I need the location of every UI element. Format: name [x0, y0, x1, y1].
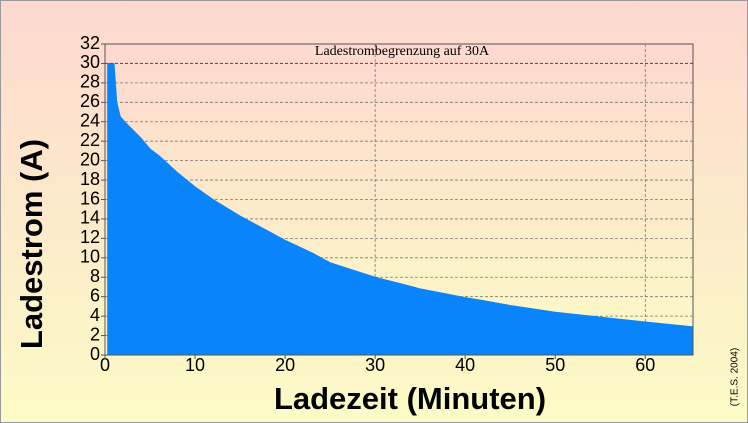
y-tick-label: 18 [80, 169, 100, 189]
y-tick-label: 10 [80, 247, 100, 267]
y-axis-label: Ladestrom (A) [14, 139, 49, 349]
x-tick-label: 0 [100, 355, 110, 375]
y-tick-label: 32 [80, 33, 100, 53]
x-tick-label: 50 [545, 355, 565, 375]
y-tick-label: 16 [80, 188, 100, 208]
x-tick-label: 30 [365, 355, 385, 375]
x-tick-label: 20 [275, 355, 295, 375]
x-tick-label: 10 [185, 355, 205, 375]
y-tick-label: 4 [90, 305, 100, 325]
y-tick-label: 6 [90, 285, 100, 305]
area [107, 62, 694, 356]
y-tick-label: 24 [80, 111, 100, 131]
y-tick-label: 12 [80, 227, 100, 247]
credit: (T.E.S. 2004) [730, 348, 741, 406]
y-tick-label: 14 [80, 208, 100, 228]
y-tick-label: 22 [80, 130, 100, 150]
annotation: Ladestrombegrenzung auf 30A [315, 44, 490, 59]
y-tick-label: 30 [80, 52, 100, 72]
y-tick-label: 2 [90, 324, 100, 344]
y-tick-label: 20 [80, 149, 100, 169]
y-tick-label: 8 [90, 266, 100, 286]
x-tick-label: 40 [455, 355, 475, 375]
y-tick-label: 0 [90, 344, 100, 364]
x-axis-label: Ladezeit (Minuten) [274, 381, 546, 416]
y-tick-label: 28 [80, 72, 100, 92]
y-tick-label: 26 [80, 91, 100, 111]
x-tick-label: 60 [635, 355, 655, 375]
